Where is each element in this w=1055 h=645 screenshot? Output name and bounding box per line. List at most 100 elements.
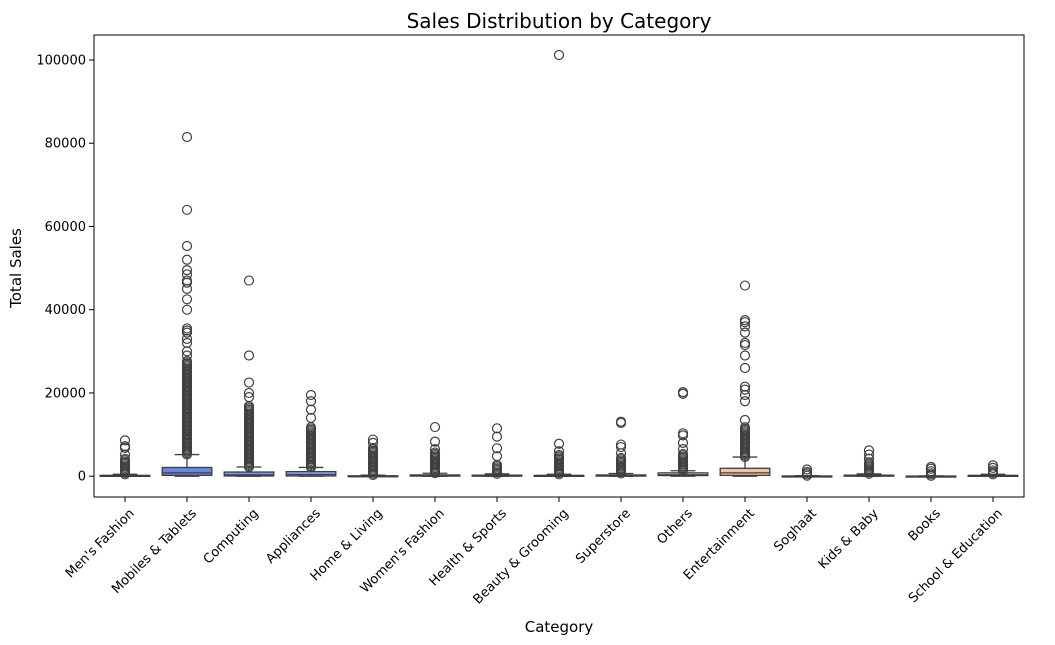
outlier-point [181,346,193,357]
y-tick-label: 60000 [45,220,86,235]
outlier-point [677,387,689,398]
outlier-point [740,422,750,433]
outlier-point [430,447,440,458]
x-tick-label: Computing [201,506,262,567]
outlier-point [739,396,751,407]
y-tick-label: 0 [78,470,86,485]
outlier-point [739,389,751,401]
outlier-point [181,265,193,276]
outlier-point [615,441,627,453]
box-group [595,416,647,479]
outlier-point [243,377,255,388]
x-tick-label: Soghaat [771,506,820,555]
outlier-point [864,457,874,468]
box-group [223,275,275,477]
y-tick-label: 20000 [45,386,86,401]
outlier-point [367,437,379,448]
box-group [285,389,337,477]
box-group [347,434,399,481]
box-group [719,280,771,477]
outlier-point [305,404,317,415]
outlier-point [863,445,875,456]
x-axis-label: Category [525,618,594,636]
outlier-point [181,277,193,288]
x-tick-label: Others [654,506,696,548]
box-iqr [161,466,213,477]
outlier-point [677,444,689,455]
x-tick-label: Appliances [263,506,324,567]
outlier-point [988,465,998,476]
outlier-point [243,275,255,286]
outlier-point [429,444,441,455]
outlier-point [491,451,503,462]
y-tick-label: 100000 [36,53,86,68]
y-axis-label: Total Sales [7,228,25,309]
outlier-point [181,333,193,344]
outlier-point [739,414,751,426]
outlier-point [863,449,875,460]
outlier-point [181,204,193,215]
outlier-point [739,350,751,361]
outlier-point [305,389,317,401]
outlier-point [553,438,565,449]
outlier-point [554,449,564,460]
box-iqr [719,467,771,477]
outlier-point [491,443,503,454]
outlier-point [181,350,193,361]
outlier-point [429,436,441,447]
x-tick-label: Books [906,506,944,544]
box-group [905,461,957,481]
outlier-point [181,294,193,305]
box-group [967,460,1019,480]
plot-frame [93,34,1025,498]
outlier-point [119,449,131,460]
outlier-point [181,283,193,294]
outlier-point [615,416,627,427]
outlier-point [181,275,193,286]
outlier-point [491,431,503,442]
outlier-point [616,452,626,463]
outlier-point [119,441,131,452]
outlier-point [243,387,255,399]
box-group [471,423,523,479]
outlier-point [987,462,999,473]
outlier-point [243,392,255,403]
outlier-point [368,442,378,453]
box-group [781,464,833,481]
outlier-point [987,460,999,471]
box-group [161,131,213,477]
x-tick-label: Superstore [573,506,634,567]
outlier-point [615,439,627,450]
outlier-point [429,421,441,433]
outlier-point [181,269,193,280]
outlier-point [925,461,937,473]
outlier-point [739,362,751,374]
y-tick-label: 80000 [45,137,86,152]
y-axis-ticks: 0 20000 40000 60000 80000 100000 [36,53,94,485]
outlier-point [181,131,193,143]
outlier-point [925,466,937,477]
outlier-point [305,412,317,424]
outlier-point [367,434,379,445]
y-tick-label: 40000 [45,303,86,318]
outlier-point [181,254,193,265]
box-group [99,435,151,480]
outlier-point [553,446,565,457]
outlier-point [739,321,751,332]
outlier-point [243,350,255,361]
outlier-point [739,315,751,326]
x-tick-label: Kids & Baby [816,506,882,572]
outlier-point [739,381,751,392]
outlier-point [677,428,689,439]
box-group [843,445,895,479]
outlier-point [119,435,131,446]
outlier-point [739,337,751,349]
box-plot-series [99,49,1019,481]
outlier-point [305,396,317,407]
outlier-point [739,384,751,395]
outlier-point [120,453,130,464]
outlier-point [491,423,503,434]
box-group [657,387,709,477]
